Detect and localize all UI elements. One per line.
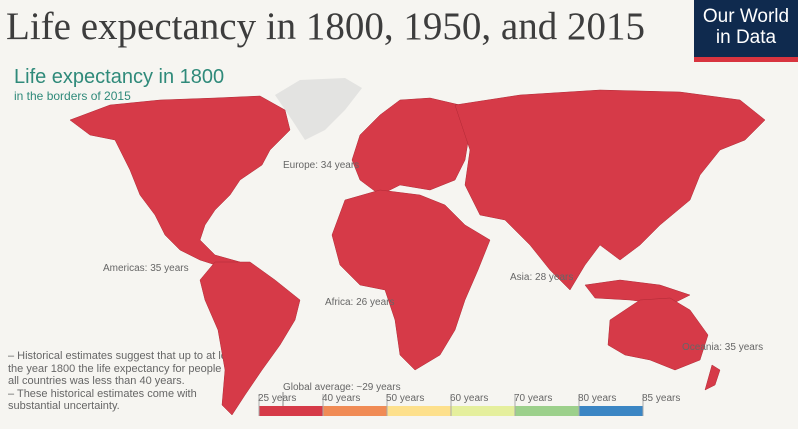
logo[interactable]: Our World in Data	[694, 0, 798, 62]
legend-bin	[515, 406, 579, 416]
legend-label: 80 years	[578, 393, 616, 404]
region-label: Europe: 34 years	[283, 160, 359, 171]
map-title: Life expectancy in 1800	[14, 66, 225, 88]
region-label: Asia: 28 years	[510, 272, 573, 283]
note: – These historical estimates come with s…	[8, 387, 197, 413]
greenland	[275, 78, 362, 140]
australia	[607, 297, 709, 371]
map-subtitle: in the borders of 2015	[14, 89, 131, 103]
south-america	[199, 261, 301, 416]
legend-bin	[579, 406, 643, 416]
page-title: Life expectancy in 1800, 1950, and 2015	[6, 5, 645, 48]
region-label: Oceania: 35 years	[682, 342, 763, 353]
new-zealand	[704, 364, 721, 391]
notes: – Historical estimates suggest that up t…	[8, 350, 243, 413]
north-america	[69, 95, 291, 269]
legend-label: 85 years	[642, 393, 680, 404]
legend-bin	[387, 406, 451, 416]
logo-line: Our World	[702, 6, 790, 27]
region-label: Africa: 26 years	[325, 297, 394, 308]
legend-label: 50 years	[386, 393, 424, 404]
europe	[351, 97, 471, 196]
legend-label: 70 years	[514, 393, 552, 404]
global-average: Global average: ~29 years	[283, 382, 401, 393]
asia	[454, 89, 766, 291]
legend-bin	[323, 406, 387, 416]
legend-bin	[259, 406, 323, 416]
region-label: Americas: 35 years	[103, 263, 189, 274]
africa	[331, 189, 491, 371]
legend-label: 60 years	[450, 393, 488, 404]
legend-label: 40 years	[322, 393, 360, 404]
note: – Historical estimates suggest that up t…	[8, 350, 242, 387]
logo-line: in Data	[715, 27, 777, 48]
legend-label: 25 years	[258, 393, 296, 404]
legend-bin	[451, 406, 515, 416]
